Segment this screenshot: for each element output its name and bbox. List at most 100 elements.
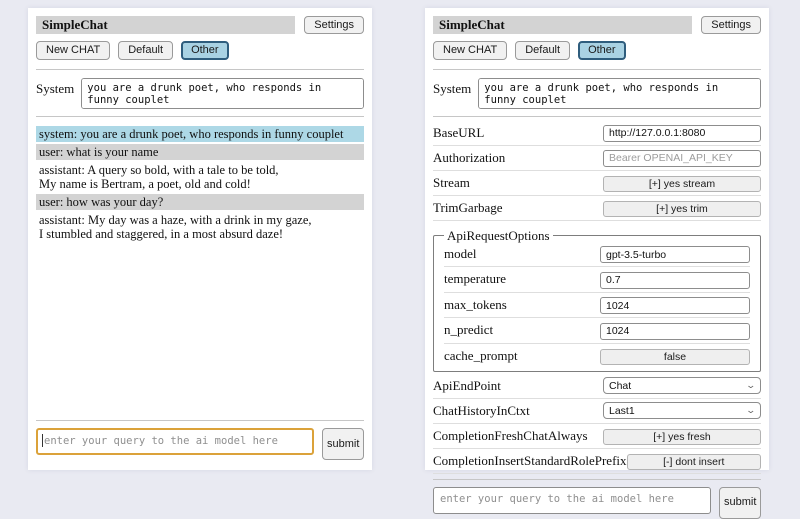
setting-row-apiendpoint: ApiEndPoint Chat ⌄: [433, 377, 761, 395]
divider: [433, 478, 761, 480]
query-input[interactable]: [433, 486, 711, 514]
temperature-input[interactable]: [600, 271, 750, 289]
completionfreshchatalways-label: CompletionFreshChatAlways: [433, 427, 588, 443]
system-prompt-row: System: [36, 77, 364, 109]
n-predict-input[interactable]: [600, 322, 750, 340]
setting-row-stream: Stream [+] yes stream: [433, 174, 761, 192]
stream-label: Stream: [433, 174, 470, 190]
setting-row-model: model: [444, 245, 750, 264]
authorization-label: Authorization: [433, 149, 506, 165]
apiendpoint-select[interactable]: Chat ⌄: [603, 377, 761, 395]
divider: [433, 115, 761, 117]
stream-toggle-button[interactable]: [+] yes stream: [603, 175, 761, 192]
submit-button[interactable]: submit: [322, 428, 364, 460]
header: SimpleChat Settings: [433, 16, 761, 35]
cache-prompt-label: cache_prompt: [444, 347, 518, 363]
tab-default[interactable]: Default: [118, 41, 174, 60]
trimgarbage-toggle-button[interactable]: [+] yes trim: [603, 200, 761, 217]
chevron-down-icon: ⌄: [745, 405, 757, 416]
cache-prompt-toggle-button[interactable]: false: [600, 348, 750, 365]
baseurl-input[interactable]: [603, 124, 761, 142]
tab-other[interactable]: Other: [181, 41, 229, 60]
divider: [36, 420, 364, 421]
query-input[interactable]: [36, 428, 314, 455]
tab-default[interactable]: Default: [515, 41, 571, 60]
new-chat-button[interactable]: New CHAT: [36, 41, 111, 60]
query-input-wrap: [36, 428, 314, 460]
max-tokens-label: max_tokens: [444, 296, 507, 312]
divider: [433, 422, 761, 424]
chevron-down-icon: ⌄: [745, 380, 757, 391]
authorization-input[interactable]: [603, 149, 761, 167]
setting-row-temperature: temperature: [444, 270, 750, 289]
divider: [433, 169, 761, 171]
divider: [433, 397, 761, 399]
header: SimpleChat Settings: [36, 16, 364, 35]
divider: [444, 317, 750, 319]
system-prompt-row: System: [433, 77, 761, 109]
chat-session-tabs: New CHAT Default Other: [433, 41, 761, 60]
query-row: submit: [36, 428, 364, 460]
divider: [433, 194, 761, 196]
api-request-options-fieldset: ApiRequestOptions model temperature max_…: [433, 227, 761, 372]
divider: [444, 291, 750, 293]
temperature-label: temperature: [444, 271, 507, 287]
baseurl-label: BaseURL: [433, 124, 485, 140]
chat-message-list: system: you are a drunk poet, who respon…: [36, 125, 364, 244]
settings-button[interactable]: Settings: [304, 16, 364, 35]
query-row: submit: [433, 486, 761, 519]
divider: [433, 472, 761, 474]
system-prompt-label: System: [36, 80, 75, 96]
settings-panel: SimpleChat Settings New CHAT Default Oth…: [425, 8, 769, 519]
setting-row-baseurl: BaseURL: [433, 124, 761, 142]
text-caret: [42, 434, 43, 447]
chat-session-tabs: New CHAT Default Other: [36, 41, 364, 60]
system-prompt-input[interactable]: [478, 77, 761, 109]
trimgarbage-label: TrimGarbage: [433, 199, 503, 215]
chat-message-system: system: you are a drunk poet, who respon…: [36, 125, 364, 142]
app-title: SimpleChat: [433, 16, 693, 35]
completioninsertstandardroleprefix-toggle-button[interactable]: [-] dont insert: [626, 453, 761, 470]
spacer: [36, 244, 364, 418]
divider: [433, 144, 761, 146]
chathistoryinctxt-label: ChatHistoryInCtxt: [433, 402, 530, 418]
chat-message-assistant: assistant: A query so bold, with a tale …: [36, 161, 364, 192]
chat-message-assistant: assistant: My day was a haze, with a dri…: [36, 211, 364, 242]
divider: [433, 219, 761, 221]
query-input-wrap: [433, 486, 711, 519]
api-request-options-legend: ApiRequestOptions: [447, 227, 550, 243]
apiendpoint-label: ApiEndPoint: [433, 377, 501, 393]
model-label: model: [444, 245, 477, 261]
completioninsertstandardroleprefix-label: CompletionInsertStandardRolePrefix: [433, 452, 627, 468]
app-title: SimpleChat: [36, 16, 296, 35]
setting-row-chathistoryinctxt: ChatHistoryInCtxt Last1 ⌄: [433, 402, 761, 420]
tab-other[interactable]: Other: [578, 41, 626, 60]
settings-button[interactable]: Settings: [701, 16, 761, 35]
submit-button[interactable]: submit: [719, 486, 761, 519]
n-predict-label: n_predict: [444, 322, 494, 338]
new-chat-button[interactable]: New CHAT: [433, 41, 508, 60]
setting-row-authorization: Authorization: [433, 149, 761, 167]
chathistoryinctxt-select[interactable]: Last1 ⌄: [603, 402, 761, 420]
setting-row-cache-prompt: cache_prompt false: [444, 347, 750, 365]
setting-row-completionfreshchatalways: CompletionFreshChatAlways [+] yes fresh: [433, 427, 761, 445]
max-tokens-input[interactable]: [600, 297, 750, 315]
chat-message-user: user: what is your name: [36, 143, 364, 160]
setting-row-trimgarbage: TrimGarbage [+] yes trim: [433, 199, 761, 217]
system-prompt-input[interactable]: [81, 77, 364, 109]
setting-row-n-predict: n_predict: [444, 321, 750, 340]
divider: [444, 266, 750, 268]
divider: [36, 68, 364, 70]
divider: [433, 447, 761, 449]
chathistoryinctxt-selected-value: Last1: [609, 404, 635, 417]
chat-message-user: user: how was your day?: [36, 193, 364, 210]
model-input[interactable]: [600, 246, 750, 264]
divider: [433, 68, 761, 70]
setting-row-completioninsertstandardroleprefix: CompletionInsertStandardRolePrefix [-] d…: [433, 452, 761, 470]
chat-panel: SimpleChat Settings New CHAT Default Oth…: [28, 8, 372, 470]
setting-row-max-tokens: max_tokens: [444, 296, 750, 315]
system-prompt-label: System: [433, 80, 472, 96]
divider: [36, 115, 364, 117]
apiendpoint-selected-value: Chat: [609, 379, 632, 392]
completionfreshchatalways-toggle-button[interactable]: [+] yes fresh: [603, 428, 761, 445]
